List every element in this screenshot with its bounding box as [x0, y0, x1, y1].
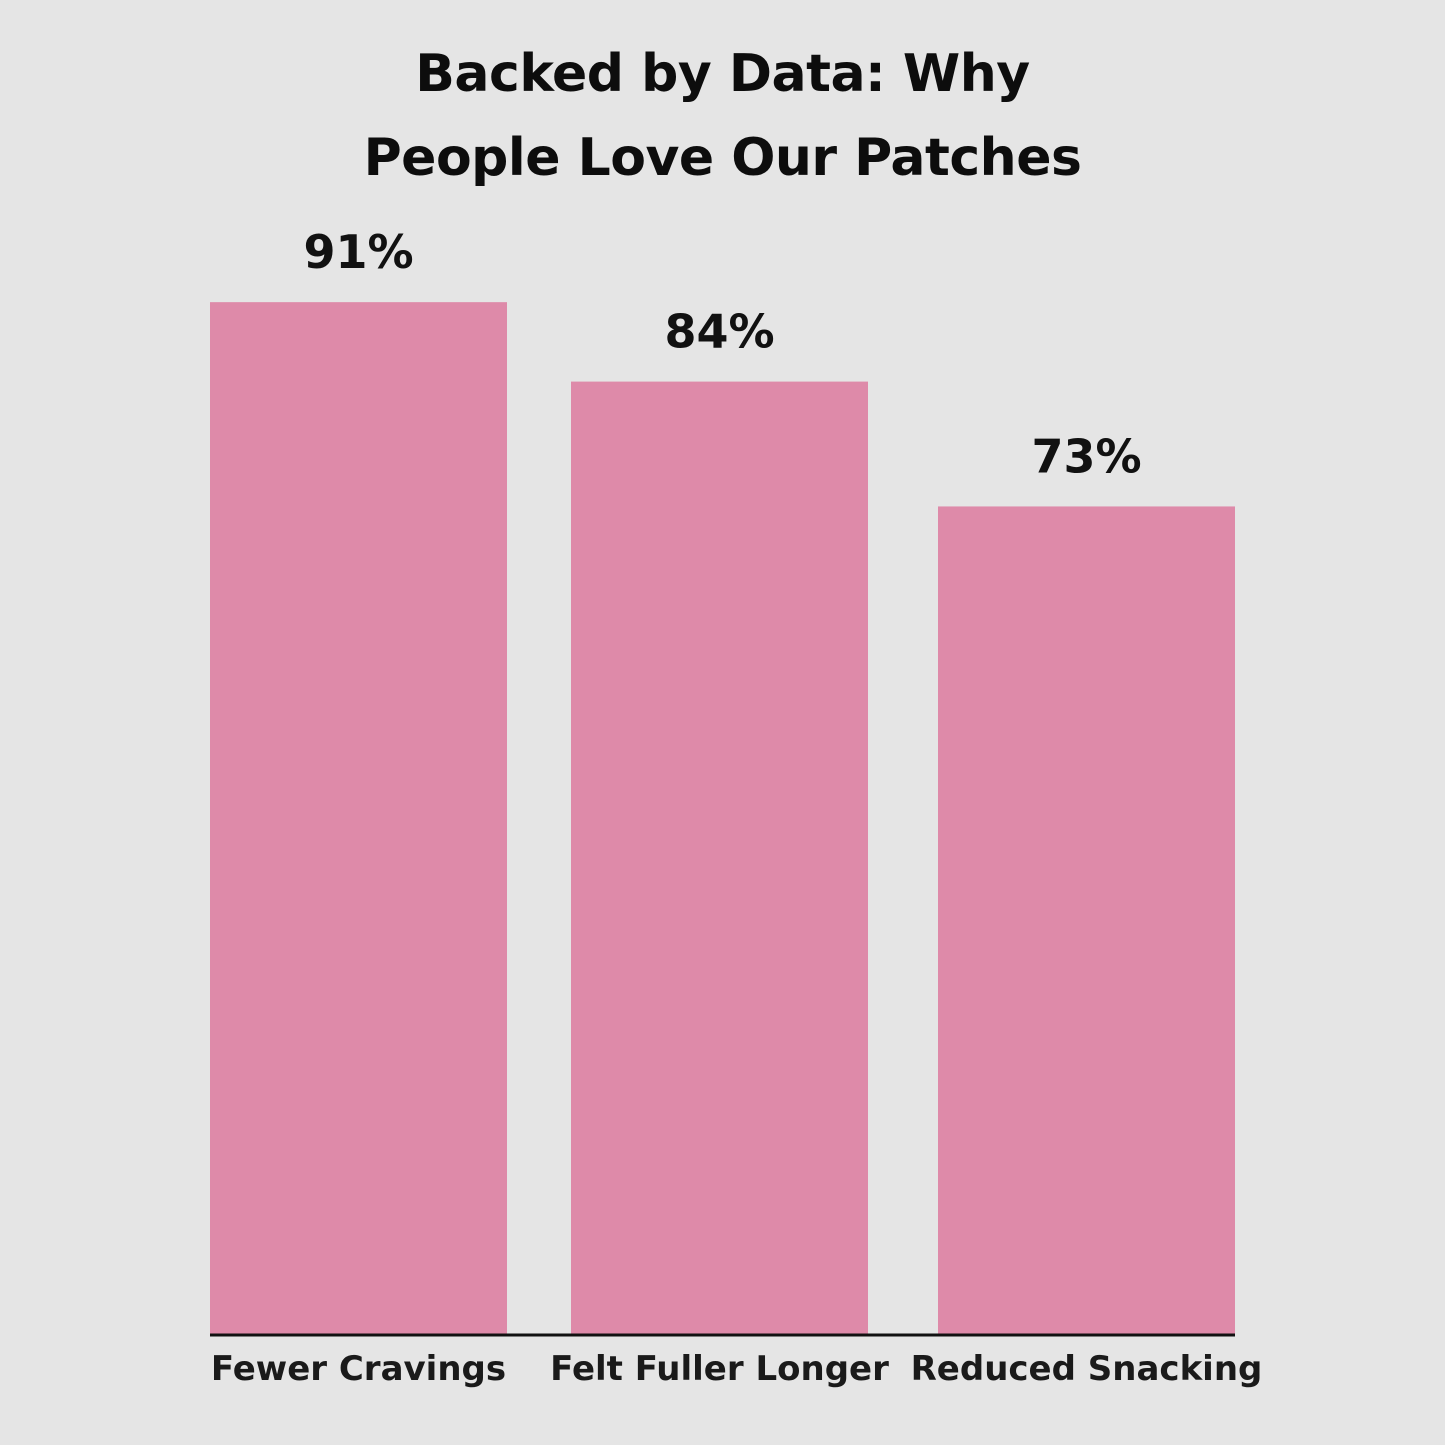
bar-3: [938, 506, 1235, 1335]
bar-2: [571, 381, 868, 1336]
bars-layer: 91% Fewer Cravings 84% Felt Fuller Longer 73…: [210, 225, 1262, 1389]
bar-value-label-1: 91%: [303, 225, 413, 279]
bar-value-label-2: 84%: [664, 305, 774, 359]
chart-title-line-2: People Love Our Patches: [363, 128, 1082, 188]
category-label-2: Felt Fuller Longer: [550, 1349, 889, 1389]
bar-1: [210, 302, 507, 1335]
category-label-1: Fewer Cravings: [211, 1349, 506, 1389]
category-label-3: Reduced Snacking: [911, 1349, 1263, 1389]
bar-value-label-3: 73%: [1031, 429, 1141, 483]
chart-title-line-1: Backed by Data: Why: [415, 44, 1030, 104]
